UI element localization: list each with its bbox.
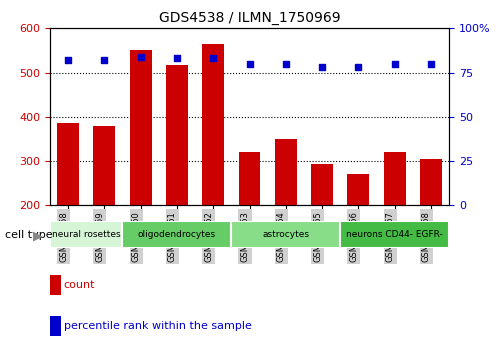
Bar xyxy=(122,221,232,248)
Text: neurons CD44- EGFR-: neurons CD44- EGFR- xyxy=(346,230,443,239)
Text: ▶: ▶ xyxy=(33,229,42,242)
Bar xyxy=(347,175,369,205)
Bar xyxy=(239,152,260,205)
Point xyxy=(282,61,290,67)
Point xyxy=(246,61,253,67)
Bar xyxy=(50,221,122,248)
Bar xyxy=(311,164,333,205)
Bar xyxy=(57,124,79,205)
Bar xyxy=(202,44,224,205)
Bar xyxy=(340,221,449,248)
Point xyxy=(354,64,362,70)
Text: percentile rank within the sample: percentile rank within the sample xyxy=(64,321,252,331)
Bar xyxy=(93,126,115,205)
Text: count: count xyxy=(64,280,95,290)
Bar xyxy=(232,221,340,248)
Point xyxy=(64,57,72,63)
Text: cell type: cell type xyxy=(5,230,52,240)
Bar xyxy=(130,50,152,205)
Point xyxy=(173,56,181,61)
Bar xyxy=(275,139,297,205)
Bar xyxy=(420,159,442,205)
Text: neural rosettes: neural rosettes xyxy=(52,230,120,239)
Text: astrocytes: astrocytes xyxy=(262,230,309,239)
Point xyxy=(318,64,326,70)
Point xyxy=(391,61,399,67)
Title: GDS4538 / ILMN_1750969: GDS4538 / ILMN_1750969 xyxy=(159,11,340,24)
Bar xyxy=(384,152,406,205)
Point xyxy=(209,56,217,61)
Point xyxy=(100,57,108,63)
Point xyxy=(427,61,435,67)
Text: oligodendrocytes: oligodendrocytes xyxy=(138,230,216,239)
Bar xyxy=(166,65,188,205)
Point xyxy=(137,54,145,59)
